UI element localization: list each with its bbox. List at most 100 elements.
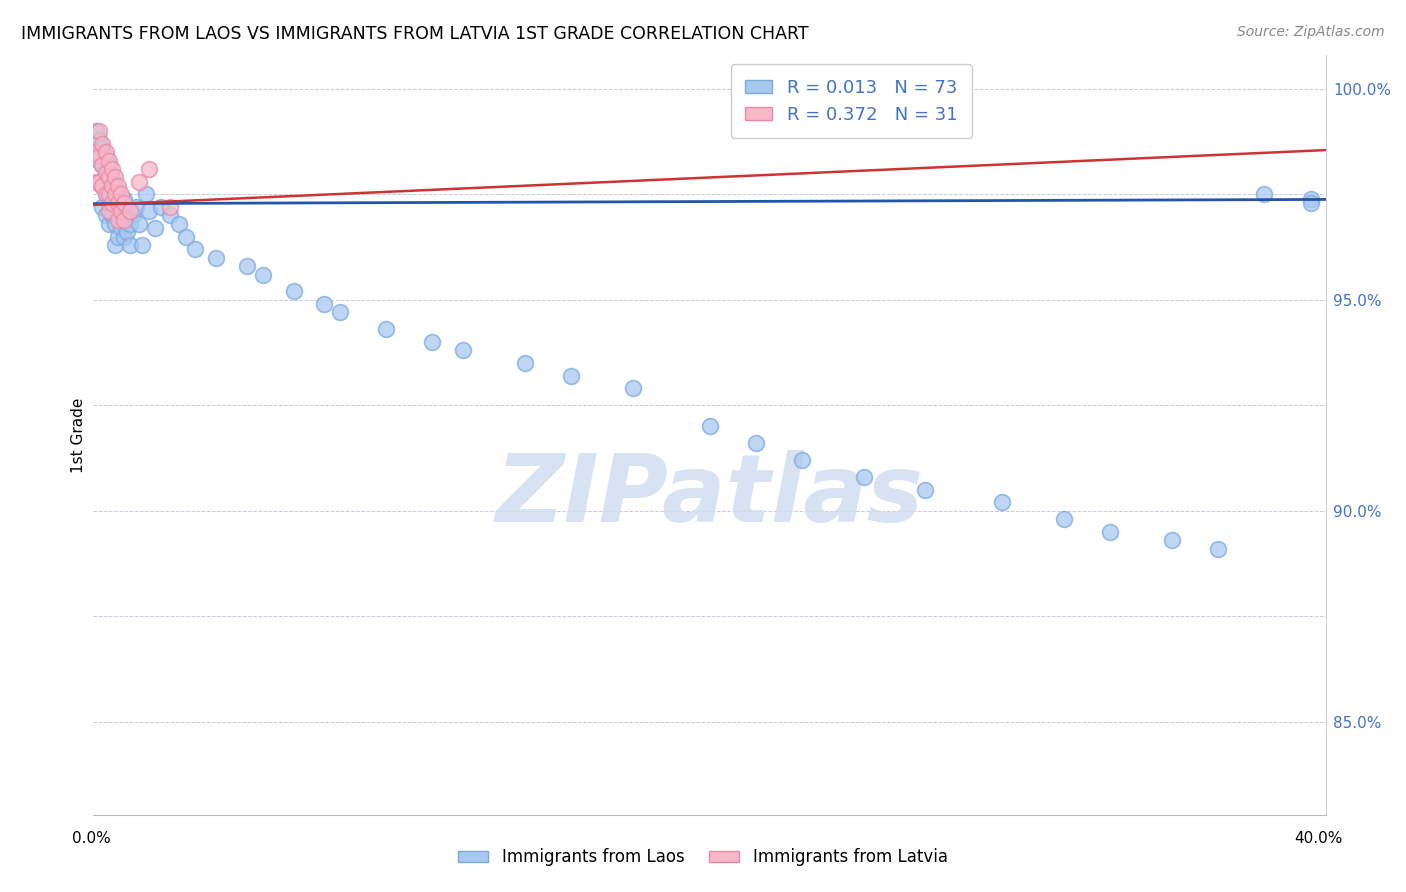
Point xyxy=(97,153,120,168)
Point xyxy=(1299,195,1322,210)
Point xyxy=(1161,533,1184,548)
Point xyxy=(110,221,132,235)
Point xyxy=(89,132,111,146)
Point xyxy=(699,419,721,434)
Point xyxy=(112,192,135,206)
Point xyxy=(513,356,536,370)
Point xyxy=(94,166,117,180)
Point xyxy=(91,158,114,172)
Point xyxy=(138,204,160,219)
Point xyxy=(84,175,107,189)
Point xyxy=(1053,512,1076,526)
Point xyxy=(174,229,197,244)
Point xyxy=(112,229,135,244)
Point xyxy=(97,170,120,185)
Point xyxy=(115,225,138,239)
Point xyxy=(104,187,127,202)
Point xyxy=(84,124,107,138)
Point xyxy=(107,209,129,223)
Point xyxy=(100,170,122,185)
Point xyxy=(89,175,111,189)
Point xyxy=(745,436,768,450)
Point xyxy=(104,195,127,210)
Point xyxy=(1099,524,1122,539)
Point xyxy=(97,158,120,172)
Text: ZIPatlas: ZIPatlas xyxy=(495,450,924,541)
Point xyxy=(91,136,114,151)
Point xyxy=(159,209,181,223)
Point xyxy=(89,153,111,168)
Point xyxy=(135,187,157,202)
Point xyxy=(314,297,336,311)
Point xyxy=(329,305,352,319)
Point xyxy=(110,204,132,219)
Point xyxy=(120,204,142,219)
Point xyxy=(112,209,135,223)
Point xyxy=(128,175,150,189)
Legend: R = 0.013   N = 73, R = 0.372   N = 31: R = 0.013 N = 73, R = 0.372 N = 31 xyxy=(731,64,972,138)
Point xyxy=(120,238,142,252)
Point xyxy=(184,242,207,256)
Point xyxy=(169,217,191,231)
Point xyxy=(100,195,122,210)
Point xyxy=(104,217,127,231)
Point xyxy=(89,124,111,138)
Point xyxy=(125,200,148,214)
Point xyxy=(122,209,145,223)
Point xyxy=(94,187,117,202)
Point xyxy=(94,209,117,223)
Point xyxy=(97,175,120,189)
Point xyxy=(120,217,142,231)
Point xyxy=(97,187,120,202)
Point xyxy=(100,187,122,202)
Point xyxy=(283,285,305,299)
Point xyxy=(94,166,117,180)
Point xyxy=(790,453,813,467)
Point xyxy=(91,178,114,193)
Point xyxy=(94,145,117,160)
Point xyxy=(107,229,129,244)
Point xyxy=(1206,541,1229,556)
Point xyxy=(91,141,114,155)
Point xyxy=(97,217,120,231)
Point xyxy=(112,212,135,227)
Point xyxy=(91,200,114,214)
Point xyxy=(252,268,274,282)
Point xyxy=(914,483,936,497)
Point xyxy=(451,343,474,358)
Point xyxy=(107,178,129,193)
Point xyxy=(205,251,228,265)
Point xyxy=(91,158,114,172)
Point xyxy=(107,212,129,227)
Point xyxy=(1253,187,1275,202)
Point xyxy=(89,149,111,163)
Point xyxy=(143,221,166,235)
Point xyxy=(128,217,150,231)
Point xyxy=(115,204,138,219)
Point xyxy=(159,200,181,214)
Legend: Immigrants from Laos, Immigrants from Latvia: Immigrants from Laos, Immigrants from La… xyxy=(451,842,955,873)
Point xyxy=(104,238,127,252)
Text: 40.0%: 40.0% xyxy=(1295,831,1343,846)
Point xyxy=(110,187,132,202)
Point xyxy=(100,178,122,193)
Point xyxy=(104,170,127,185)
Text: IMMIGRANTS FROM LAOS VS IMMIGRANTS FROM LATVIA 1ST GRADE CORRELATION CHART: IMMIGRANTS FROM LAOS VS IMMIGRANTS FROM … xyxy=(21,25,808,43)
Point xyxy=(150,200,173,214)
Point xyxy=(84,145,107,160)
Point xyxy=(560,368,582,383)
Text: 0.0%: 0.0% xyxy=(72,831,111,846)
Point xyxy=(991,495,1014,509)
Point xyxy=(852,470,875,484)
Point xyxy=(107,195,129,210)
Y-axis label: 1st Grade: 1st Grade xyxy=(72,397,86,473)
Point xyxy=(110,200,132,214)
Point xyxy=(94,149,117,163)
Point xyxy=(94,187,117,202)
Text: Source: ZipAtlas.com: Source: ZipAtlas.com xyxy=(1237,25,1385,39)
Point xyxy=(420,334,443,349)
Point xyxy=(1299,192,1322,206)
Point xyxy=(100,209,122,223)
Point xyxy=(97,195,120,210)
Point xyxy=(621,381,644,395)
